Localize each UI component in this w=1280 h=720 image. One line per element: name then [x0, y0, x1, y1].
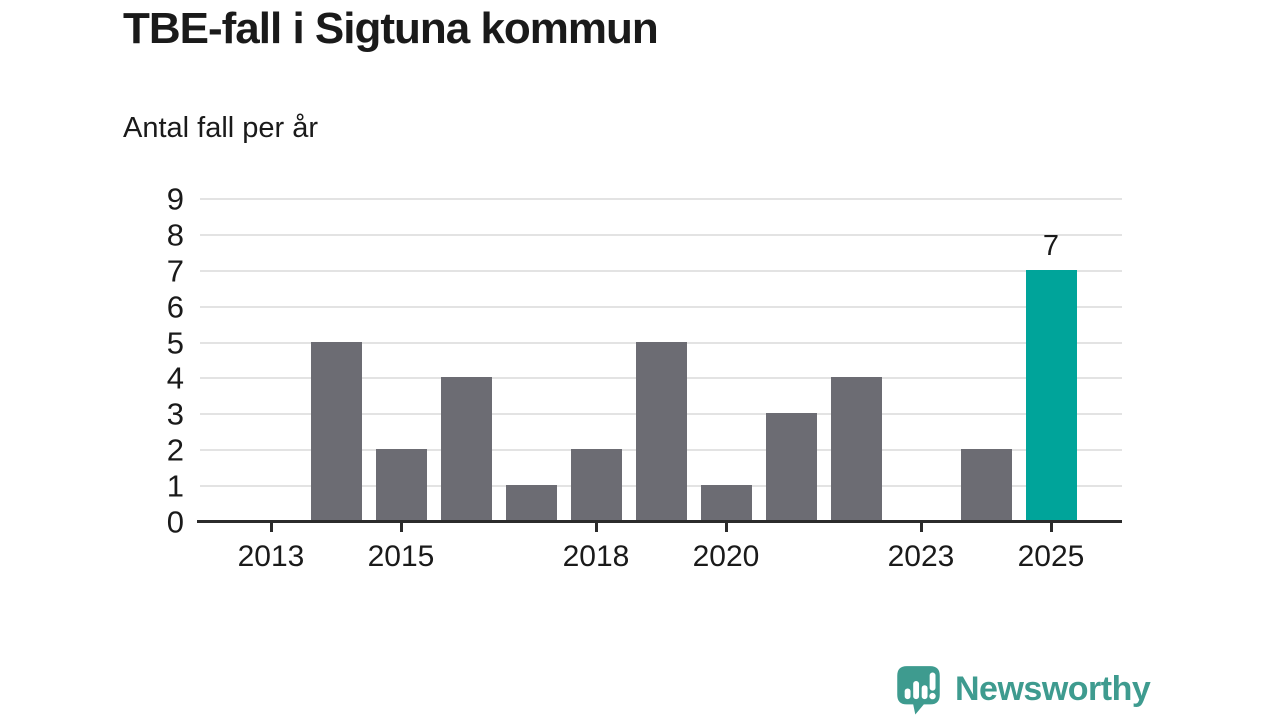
y-tick-label: 3	[166, 396, 184, 432]
brand-name: Newsworthy	[955, 670, 1151, 708]
x-tick-label-2025: 2025	[1017, 540, 1085, 573]
bar-2021	[765, 413, 817, 521]
plot-area: 0 1 2 3 4 5 6 7 8 9 7 2013 2015 2018 2020 2023 2025	[167, 184, 1122, 573]
newsworthy-logo-icon	[895, 664, 942, 715]
gridline-7	[200, 269, 1122, 272]
x-tick-mark-2015	[399, 523, 403, 532]
x-tick-label-2013: 2013	[237, 540, 305, 573]
brand-footer: Newsworthy	[895, 664, 1151, 715]
y-tick-label: 0	[166, 504, 184, 540]
x-tick-label-2023: 2023	[887, 540, 955, 573]
bar-2025	[1025, 269, 1077, 521]
x-tick-mark-2023	[919, 523, 923, 532]
bar-2020	[700, 485, 752, 521]
y-tick-label: 2	[166, 432, 184, 468]
y-tick-label: 5	[166, 325, 184, 361]
x-tick-label-2015: 2015	[367, 540, 435, 573]
x-tick-label-2018: 2018	[562, 540, 630, 573]
x-tick-mark-2020	[724, 523, 728, 532]
bar-2018	[570, 449, 622, 521]
gridline-6	[200, 305, 1122, 308]
x-tick-mark-2018	[594, 523, 598, 532]
x-tick-mark-2013	[269, 523, 273, 532]
x-tick-mark-2025	[1049, 523, 1053, 532]
chart-title: TBE-fall i Sigtuna kommun	[123, 4, 659, 53]
gridline-9	[200, 198, 1122, 200]
y-tick-label: 7	[166, 253, 184, 289]
gridline-8	[200, 233, 1122, 236]
y-tick-label: 4	[166, 360, 184, 396]
x-axis-line	[197, 520, 1122, 523]
bar-2019	[635, 341, 687, 521]
bar-2024	[960, 449, 1012, 521]
bar-2014	[310, 341, 362, 521]
x-tick-label-2020: 2020	[692, 540, 760, 573]
bar-2016	[440, 377, 492, 521]
bar-2015	[375, 449, 427, 521]
y-tick-label: 1	[166, 468, 184, 504]
y-tick-label: 8	[166, 217, 184, 253]
bar-value-label-2025: 7	[1042, 229, 1060, 262]
y-tick-label: 9	[166, 181, 184, 217]
chart-subtitle: Antal fall per år	[123, 112, 319, 144]
y-tick-label: 6	[166, 289, 184, 325]
bar-2022	[830, 377, 882, 521]
bar-2017	[505, 485, 557, 521]
